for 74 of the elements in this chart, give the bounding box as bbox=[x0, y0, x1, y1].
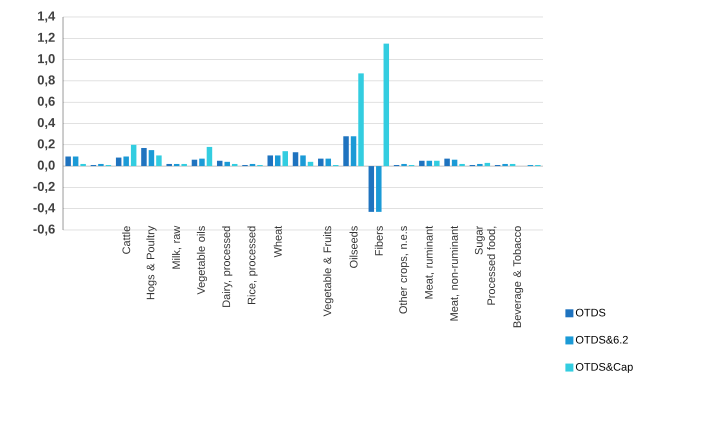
bar bbox=[123, 156, 129, 166]
x-tick-label: Vegetable oils bbox=[196, 226, 208, 295]
legend-label: OTDS&6.2 bbox=[576, 336, 628, 344]
y-tick-label: 1,2 bbox=[38, 32, 55, 44]
bar bbox=[72, 156, 78, 166]
x-tick-label: Dairy, processed bbox=[222, 226, 232, 307]
bar bbox=[308, 162, 314, 166]
bar bbox=[250, 164, 256, 166]
y-tick-label: -0,4 bbox=[33, 203, 56, 214]
bar bbox=[174, 164, 180, 166]
y-tick-label: 0,2 bbox=[38, 139, 55, 150]
bar bbox=[282, 151, 288, 166]
bar bbox=[98, 164, 104, 166]
bar bbox=[510, 164, 516, 166]
y-tick-label: 1,0 bbox=[38, 54, 55, 66]
bar bbox=[459, 164, 465, 166]
x-tick-label: Rice, processed bbox=[247, 226, 258, 304]
bar bbox=[224, 162, 230, 166]
x-tick-label: Fibers bbox=[374, 226, 383, 256]
bar bbox=[192, 160, 198, 166]
x-tick-label: Sugar bbox=[474, 226, 485, 255]
bar bbox=[130, 144, 136, 166]
y-tick-label: -0,6 bbox=[33, 224, 55, 236]
bar bbox=[116, 158, 122, 166]
bar bbox=[80, 164, 86, 166]
bar bbox=[141, 148, 147, 166]
bar bbox=[216, 160, 222, 166]
x-tick-label: Wheat bbox=[274, 226, 282, 258]
y-tick-label: 0,8 bbox=[38, 75, 55, 86]
bar bbox=[419, 160, 425, 166]
x-tick-label: Meat, non-ruminant bbox=[450, 226, 460, 320]
bar bbox=[384, 44, 390, 166]
bar bbox=[274, 155, 280, 166]
y-tick-label: 0,6 bbox=[38, 96, 55, 108]
bar bbox=[156, 155, 162, 166]
legend-label: OTDS bbox=[576, 308, 606, 316]
bar bbox=[326, 158, 332, 166]
x-tick-label: Vegetable & Fruits bbox=[323, 226, 334, 316]
bar bbox=[343, 136, 349, 166]
bar bbox=[232, 164, 238, 166]
bar bbox=[358, 73, 364, 166]
bar bbox=[166, 164, 172, 166]
category-label: Processed food, Beverage & Tobacco bbox=[487, 226, 524, 328]
bar bbox=[452, 160, 458, 166]
x-tick-label: Oilseeds bbox=[350, 226, 358, 268]
bar bbox=[426, 160, 432, 166]
bar bbox=[292, 152, 298, 166]
x-tick-label: Cattle bbox=[122, 226, 130, 254]
x-tick-label: Hogs & Poultry bbox=[146, 226, 157, 300]
bar bbox=[206, 146, 212, 166]
bar bbox=[350, 136, 356, 166]
bar bbox=[148, 150, 154, 166]
bar bbox=[401, 164, 407, 166]
y-tick-label: 0,4 bbox=[38, 118, 56, 130]
bar bbox=[477, 164, 483, 166]
bar bbox=[268, 155, 273, 166]
bar bbox=[300, 155, 306, 166]
bar bbox=[368, 166, 374, 212]
bar bbox=[484, 162, 490, 166]
bar bbox=[376, 166, 382, 212]
y-tick-label: -0,2 bbox=[33, 182, 55, 193]
bar bbox=[65, 156, 71, 166]
legend-label: OTDS&Cap bbox=[576, 362, 633, 373]
bar bbox=[434, 160, 440, 166]
bar bbox=[199, 158, 205, 166]
bar bbox=[318, 158, 324, 166]
bar bbox=[444, 158, 450, 166]
y-tick-label: 1,4 bbox=[38, 12, 56, 22]
x-tick-label: Meat, ruminant bbox=[424, 226, 434, 299]
y-tick-label: 0,0 bbox=[38, 160, 55, 172]
bar bbox=[502, 164, 508, 166]
x-tick-label: Milk, raw bbox=[172, 226, 182, 269]
x-tick-label: Other crops, n.e.s bbox=[398, 226, 410, 314]
bar bbox=[181, 164, 187, 166]
